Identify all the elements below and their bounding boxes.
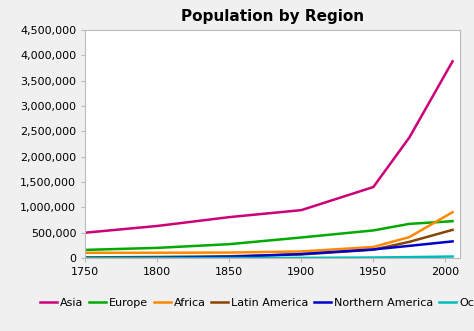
Northern America — [82, 256, 88, 260]
Latin America — [299, 253, 304, 257]
Line: Latin America: Latin America — [85, 230, 453, 258]
Northern America — [299, 252, 304, 256]
Latin America — [155, 255, 160, 259]
Africa — [227, 251, 232, 255]
Latin America — [450, 228, 456, 232]
Northern America — [371, 248, 376, 252]
Europe — [155, 246, 160, 250]
Africa — [371, 245, 376, 249]
Oceania — [82, 256, 88, 260]
Line: Asia: Asia — [85, 61, 453, 233]
Europe — [299, 235, 304, 239]
Northern America — [155, 256, 160, 260]
Africa — [450, 210, 456, 214]
Northern America — [450, 239, 456, 243]
Latin America — [407, 240, 412, 244]
Europe — [371, 228, 376, 232]
Line: Africa: Africa — [85, 212, 453, 253]
Northern America — [407, 244, 412, 248]
Latin America — [82, 256, 88, 260]
Oceania — [299, 256, 304, 260]
Asia — [155, 224, 160, 228]
Asia — [82, 231, 88, 235]
Oceania — [371, 256, 376, 260]
Latin America — [227, 254, 232, 258]
Europe — [450, 219, 456, 223]
Europe — [82, 248, 88, 252]
Oceania — [450, 255, 456, 259]
Asia — [299, 208, 304, 212]
Africa — [155, 251, 160, 255]
Asia — [227, 215, 232, 219]
Title: Population by Region: Population by Region — [181, 10, 364, 24]
Europe — [227, 242, 232, 246]
Northern America — [227, 255, 232, 259]
Legend: Asia, Europe, Africa, Latin America, Northern America, Oceania: Asia, Europe, Africa, Latin America, Nor… — [40, 298, 474, 308]
Asia — [407, 135, 412, 139]
Oceania — [407, 255, 412, 259]
Oceania — [227, 256, 232, 260]
Line: Oceania: Oceania — [85, 257, 453, 258]
Europe — [407, 222, 412, 226]
Africa — [299, 250, 304, 254]
Asia — [371, 185, 376, 189]
Africa — [82, 251, 88, 255]
Africa — [407, 235, 412, 239]
Oceania — [155, 256, 160, 260]
Latin America — [371, 248, 376, 252]
Line: Europe: Europe — [85, 221, 453, 250]
Asia — [450, 59, 456, 63]
Line: Northern America: Northern America — [85, 241, 453, 258]
